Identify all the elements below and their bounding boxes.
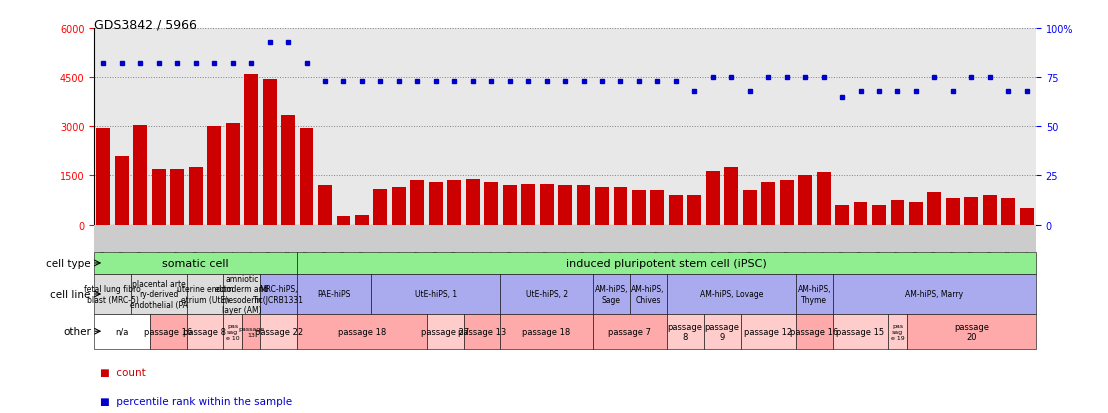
Text: pas
sag
e 19: pas sag e 19 xyxy=(891,323,904,340)
Bar xyxy=(780,181,793,225)
Text: passage
13: passage 13 xyxy=(238,326,264,337)
Bar xyxy=(595,188,609,225)
Bar xyxy=(1002,199,1015,225)
Bar xyxy=(484,183,499,225)
Bar xyxy=(798,176,812,225)
Text: UtE-hiPS, 2: UtE-hiPS, 2 xyxy=(525,290,567,299)
Bar xyxy=(927,192,942,225)
Bar xyxy=(115,157,129,225)
Text: other: other xyxy=(63,326,91,337)
Bar xyxy=(171,169,184,225)
Bar xyxy=(188,168,203,225)
Bar xyxy=(410,181,424,225)
Text: cell type: cell type xyxy=(47,258,91,268)
Bar xyxy=(558,186,572,225)
Bar xyxy=(263,80,277,225)
Text: amniotic
ectoderm and
mesoderm
layer (AM): amniotic ectoderm and mesoderm layer (AM… xyxy=(215,274,268,314)
Bar xyxy=(318,186,332,225)
Text: passage 7: passage 7 xyxy=(608,327,652,336)
Text: GDS3842 / 5966: GDS3842 / 5966 xyxy=(94,19,197,31)
Text: passage 8: passage 8 xyxy=(184,327,226,336)
Bar xyxy=(614,188,627,225)
Text: pas
sag
e 10: pas sag e 10 xyxy=(226,323,239,340)
Text: passage 13: passage 13 xyxy=(458,327,506,336)
Text: passage
8: passage 8 xyxy=(668,322,702,341)
Text: UtE-hiPS, 1: UtE-hiPS, 1 xyxy=(414,290,456,299)
Text: passage 16: passage 16 xyxy=(144,327,192,336)
Bar xyxy=(909,202,923,225)
Text: ■  percentile rank within the sample: ■ percentile rank within the sample xyxy=(100,396,291,406)
Text: induced pluripotent stem cell (iPSC): induced pluripotent stem cell (iPSC) xyxy=(566,258,767,268)
Bar xyxy=(725,168,738,225)
Bar xyxy=(152,169,166,225)
Bar xyxy=(281,116,295,225)
Bar xyxy=(448,181,461,225)
Text: n/a: n/a xyxy=(115,327,129,336)
Bar xyxy=(576,186,591,225)
Text: AM-hiPS,
Chives: AM-hiPS, Chives xyxy=(632,285,665,304)
Bar xyxy=(891,201,904,225)
Bar xyxy=(337,217,350,225)
Text: passage 12: passage 12 xyxy=(745,327,792,336)
Text: placental arte
ry-derived
endothelial (PA: placental arte ry-derived endothelial (P… xyxy=(130,280,187,309)
Bar xyxy=(706,171,720,225)
Bar xyxy=(521,184,535,225)
Bar xyxy=(669,196,683,225)
Bar xyxy=(503,186,516,225)
Bar xyxy=(632,191,646,225)
Text: AM-hiPS,
Thyme: AM-hiPS, Thyme xyxy=(798,285,831,304)
Text: passage 15: passage 15 xyxy=(837,327,884,336)
Bar xyxy=(226,124,239,225)
Text: PAE-hiPS: PAE-hiPS xyxy=(318,290,351,299)
Text: AM-hiPS, Lovage: AM-hiPS, Lovage xyxy=(699,290,763,299)
Bar xyxy=(465,179,480,225)
Bar xyxy=(687,196,701,225)
Text: passage 27: passage 27 xyxy=(421,327,469,336)
Text: passage
20: passage 20 xyxy=(954,322,988,341)
Bar xyxy=(96,128,111,225)
Text: passage
9: passage 9 xyxy=(705,322,739,341)
Bar xyxy=(244,75,258,225)
Bar xyxy=(872,206,886,225)
Bar xyxy=(817,173,831,225)
Bar xyxy=(429,183,443,225)
Text: passage 18: passage 18 xyxy=(338,327,386,336)
Text: passage 22: passage 22 xyxy=(255,327,302,336)
Bar xyxy=(853,202,868,225)
Bar xyxy=(946,199,960,225)
Bar xyxy=(355,215,369,225)
Text: passage 16: passage 16 xyxy=(790,327,839,336)
Text: ■  count: ■ count xyxy=(100,367,145,377)
Text: AM-hiPS,
Sage: AM-hiPS, Sage xyxy=(595,285,628,304)
Text: uterine endom
etrium (UtE): uterine endom etrium (UtE) xyxy=(177,285,233,304)
Text: somatic cell: somatic cell xyxy=(163,258,229,268)
Bar xyxy=(373,189,388,225)
Bar xyxy=(207,127,222,225)
Bar xyxy=(540,184,554,225)
Bar xyxy=(650,191,665,225)
Text: AM-hiPS, Marry: AM-hiPS, Marry xyxy=(905,290,964,299)
Text: MRC-hiPS,
Tic(JCRB1331: MRC-hiPS, Tic(JCRB1331 xyxy=(254,285,305,304)
Text: fetal lung fibro
blast (MRC-5): fetal lung fibro blast (MRC-5) xyxy=(84,285,141,304)
Bar xyxy=(1019,209,1034,225)
Text: passage 18: passage 18 xyxy=(523,327,571,336)
Bar xyxy=(133,126,147,225)
Bar xyxy=(761,183,776,225)
Bar xyxy=(835,206,849,225)
Bar xyxy=(983,196,997,225)
Bar xyxy=(742,191,757,225)
Bar xyxy=(299,128,314,225)
Text: cell line: cell line xyxy=(51,289,91,299)
Bar xyxy=(964,197,978,225)
Bar xyxy=(392,188,406,225)
